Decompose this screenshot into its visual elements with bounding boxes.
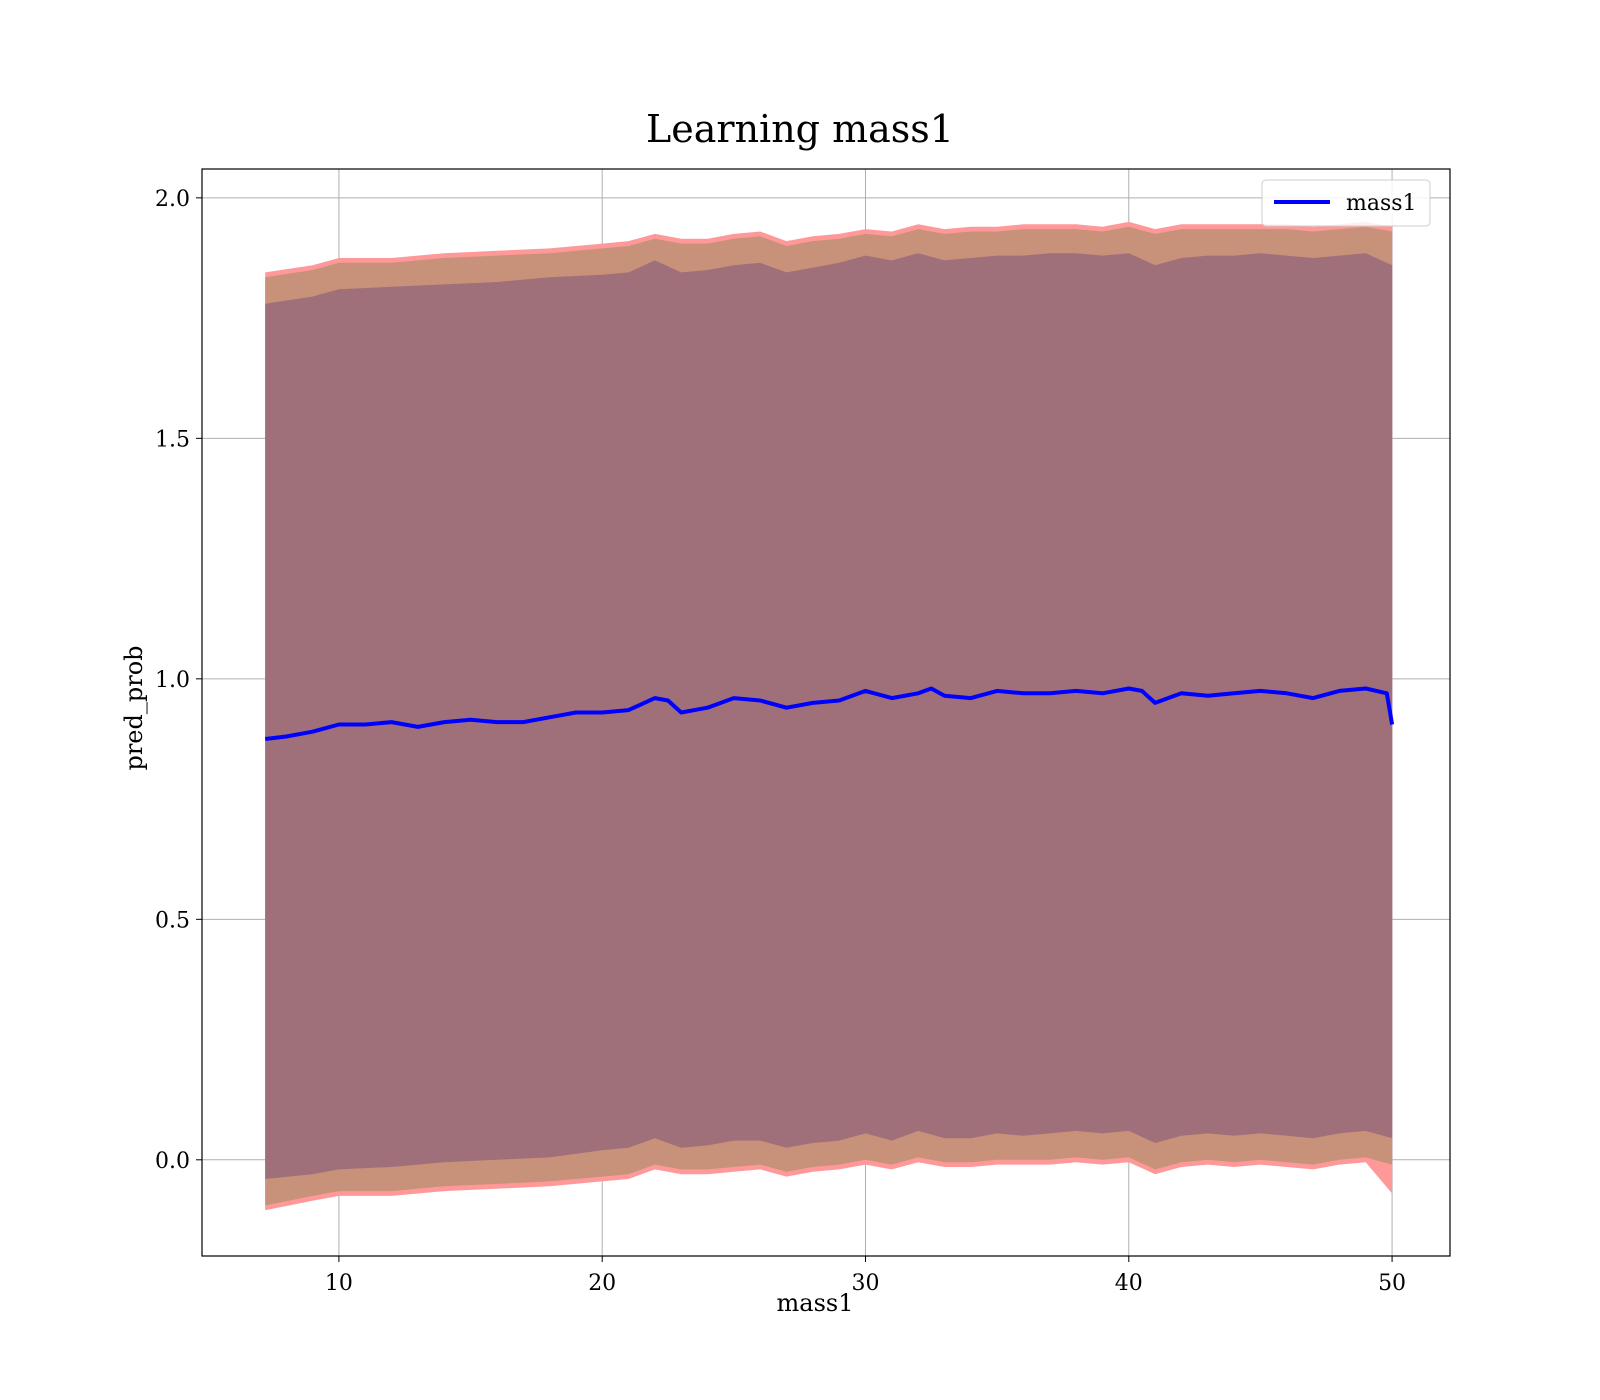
y-axis-ticks: 0.0 0.5 1.0 1.5 2.0 bbox=[155, 187, 202, 1174]
x-tick-label-40: 40 bbox=[1115, 1271, 1143, 1296]
y-axis-label: pred_prob bbox=[120, 645, 148, 770]
uncertainty-bands bbox=[265, 221, 1393, 1211]
x-tick-label-10: 10 bbox=[325, 1271, 353, 1296]
chart-title: Learning mass1 bbox=[646, 107, 954, 151]
plot-frame bbox=[201, 168, 1451, 1257]
x-axis-ticks: 10 20 30 40 50 bbox=[325, 1256, 1406, 1296]
band-inner bbox=[265, 253, 1393, 1179]
y-tick-label-0.5: 0.5 bbox=[155, 908, 190, 933]
legend-label-mass1: mass1 bbox=[1346, 191, 1417, 216]
series-line-mass1 bbox=[264, 686, 1395, 741]
y-tick-label-1.0: 1.0 bbox=[155, 668, 190, 693]
legend-box bbox=[1261, 179, 1431, 227]
series-lines bbox=[264, 686, 1395, 741]
y-tick-label-2.0: 2.0 bbox=[155, 187, 190, 212]
y-tick-label-0.0: 0.0 bbox=[155, 1149, 190, 1174]
legend: mass1 bbox=[1261, 179, 1431, 227]
x-tick-label-30: 30 bbox=[851, 1271, 879, 1296]
y-tick-label-1.5: 1.5 bbox=[155, 427, 190, 452]
x-tick-label-20: 20 bbox=[588, 1271, 616, 1296]
x-tick-label-50: 50 bbox=[1378, 1271, 1406, 1296]
x-axis-label: mass1 bbox=[777, 1289, 854, 1317]
